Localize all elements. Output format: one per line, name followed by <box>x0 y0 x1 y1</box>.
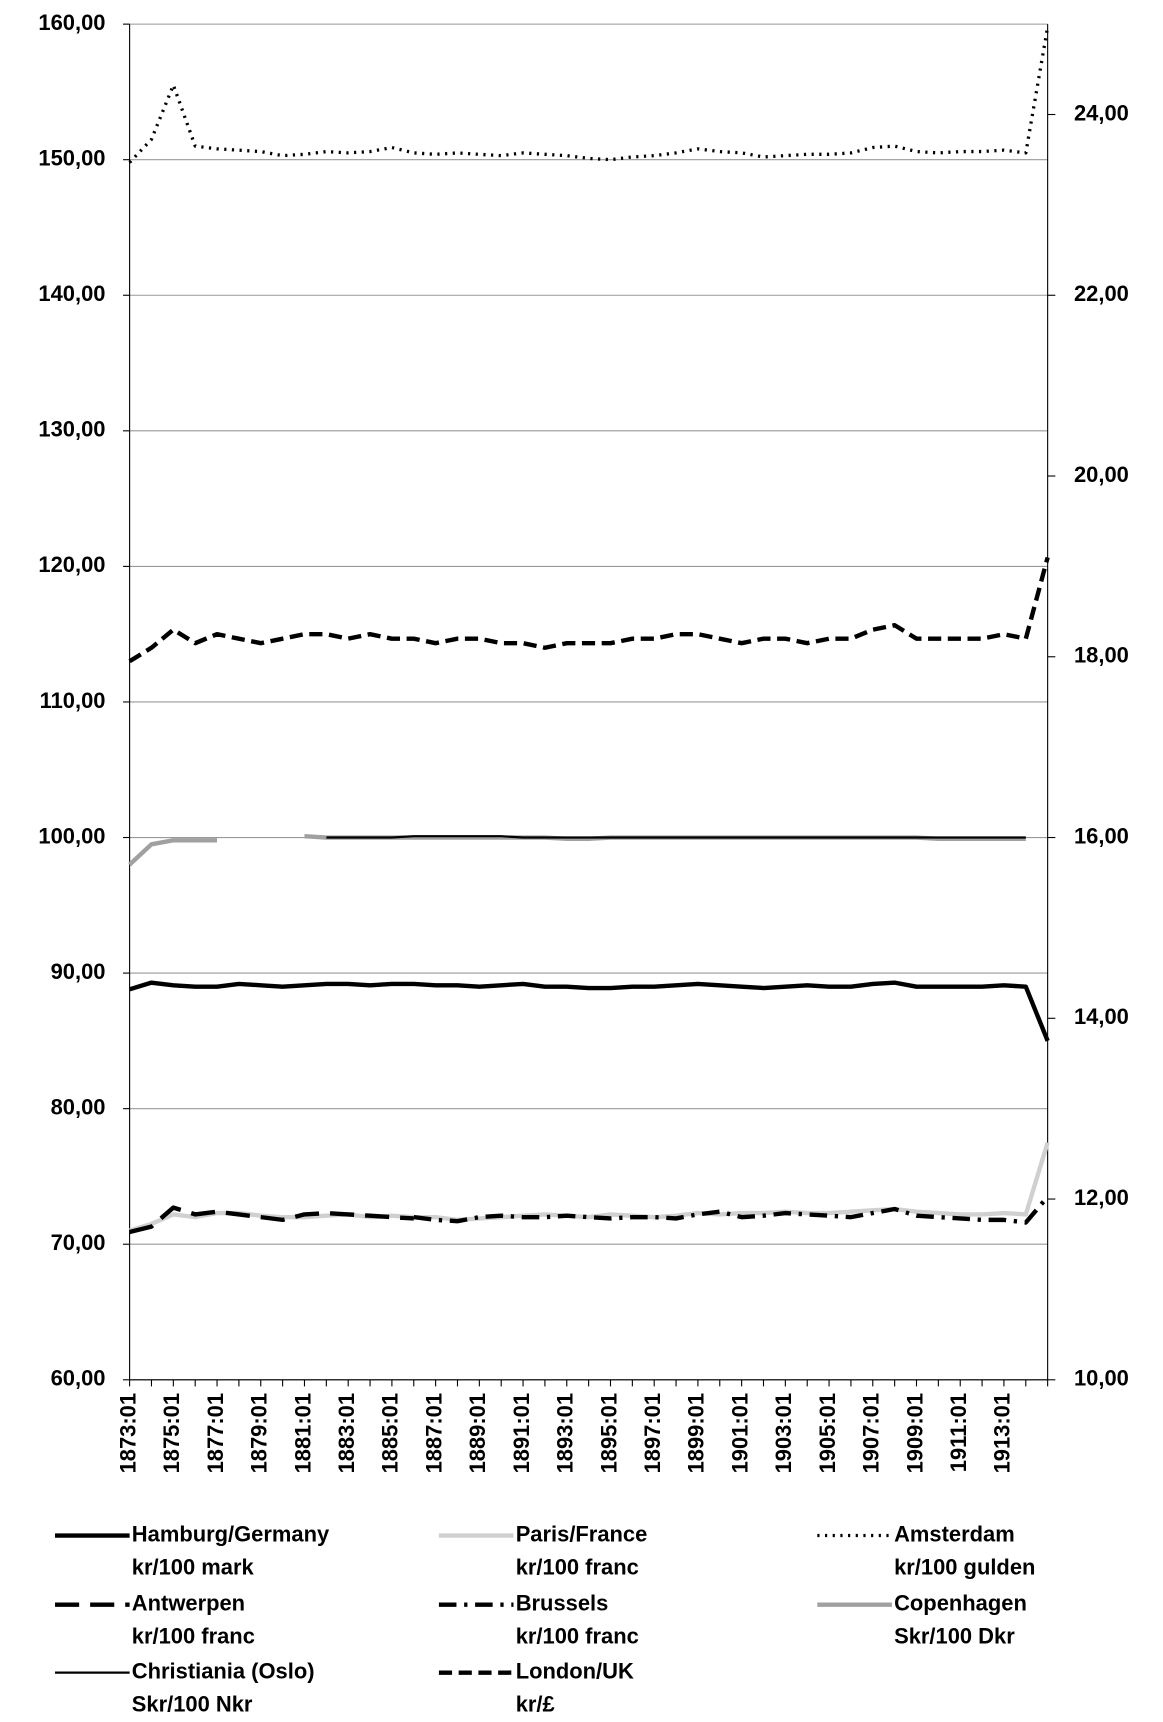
series-line <box>413 1195 1050 1225</box>
x-tick-label: 1913:01 <box>990 1393 1015 1473</box>
legend-label-line: Amsterdam <box>894 1521 1015 1546</box>
x-tick-label: 1889:01 <box>465 1393 490 1473</box>
x-tick-label: 1905:01 <box>815 1393 840 1473</box>
x-tick-label: 1909:01 <box>902 1393 927 1473</box>
legend-label-line: kr/100 franc <box>516 1554 639 1579</box>
y2-tick-label: 10,00 <box>1074 1366 1129 1391</box>
y2-tick-label: 22,00 <box>1074 281 1129 306</box>
legend-label: Brussels kr/100 franc <box>516 1590 639 1648</box>
y2-tick-label: 12,00 <box>1074 1185 1129 1210</box>
legend-label-line: Christiania (Oslo) <box>132 1658 315 1683</box>
series-line <box>128 834 1026 867</box>
legend-label-line: London/UK <box>516 1658 634 1683</box>
series-line <box>128 980 1050 1042</box>
legend-label: Antwerpen kr/100 franc <box>132 1590 255 1648</box>
y-tick-label: 80,00 <box>51 1094 106 1119</box>
y2-tick-label: 18,00 <box>1074 643 1129 668</box>
legend-label-line: Antwerpen <box>132 1590 245 1615</box>
legend-label-line: kr/100 mark <box>132 1554 255 1579</box>
x-tick-label: 1895:01 <box>596 1393 621 1473</box>
y-tick-label: 70,00 <box>51 1230 106 1255</box>
x-tick-label: 1899:01 <box>684 1393 709 1473</box>
x-tick-label: 1877:01 <box>203 1393 228 1473</box>
legend-label: Christiania (Oslo) Skr/100 Nkr <box>132 1658 315 1716</box>
y-tick-label: 140,00 <box>38 281 105 306</box>
series-line <box>128 26 1050 164</box>
x-tick-label: 1901:01 <box>727 1393 752 1473</box>
x-tick-label: 1891:01 <box>509 1393 534 1473</box>
x-tick-label: 1883:01 <box>334 1393 359 1473</box>
x-tick-label: 1887:01 <box>421 1393 446 1473</box>
x-tick-label: 1881:01 <box>290 1393 315 1473</box>
y-tick-label: 130,00 <box>38 417 105 442</box>
y-tick-label: 110,00 <box>40 688 106 713</box>
legend-label: Hamburg/Germany kr/100 mark <box>132 1521 330 1579</box>
x-tick-label: 1903:01 <box>771 1393 796 1473</box>
legend-label: Copenhagen Skr/100 Dkr <box>894 1590 1027 1648</box>
x-tick-label: 1897:01 <box>640 1393 665 1473</box>
x-tick-label: 1907:01 <box>859 1393 884 1473</box>
y2-tick-label: 24,00 <box>1074 100 1129 125</box>
legend-label: Paris/France kr/100 franc <box>516 1521 648 1579</box>
series-line <box>128 556 1050 664</box>
series-line <box>129 1205 414 1235</box>
legend-label-line: Paris/France <box>516 1521 648 1546</box>
legend-label: Amsterdam kr/100 gulden <box>894 1521 1035 1579</box>
y2-tick-label: 14,00 <box>1074 1004 1129 1029</box>
legend-label-line: kr/£ <box>516 1691 555 1716</box>
legend-label-line: kr/100 franc <box>132 1623 255 1648</box>
legend-label-line: Skr/100 Dkr <box>894 1623 1015 1648</box>
y2-tick-label: 20,00 <box>1074 462 1129 487</box>
x-tick-label: 1879:01 <box>247 1393 272 1473</box>
y-tick-label: 100,00 <box>38 823 105 848</box>
legend-label-line: Copenhagen <box>894 1590 1027 1615</box>
legend-label-line: kr/100 gulden <box>894 1554 1035 1579</box>
legend-label-line: Brussels <box>516 1590 609 1615</box>
y-tick-label: 90,00 <box>51 959 106 984</box>
series-line <box>326 835 1026 839</box>
y-tick-label: 150,00 <box>38 145 105 170</box>
y2-tick-label: 16,00 <box>1074 823 1129 848</box>
legend-label-line: Hamburg/Germany <box>132 1521 330 1546</box>
x-tick-label: 1911:01 <box>946 1393 971 1472</box>
y-tick-label: 60,00 <box>51 1366 106 1391</box>
y-tick-label: 160,00 <box>38 10 105 35</box>
legend-label-line: kr/100 franc <box>516 1623 639 1648</box>
y-tick-label: 120,00 <box>38 552 105 577</box>
legend-label-line: Skr/100 Nkr <box>132 1691 253 1716</box>
x-tick-label: 1885:01 <box>378 1393 403 1473</box>
x-tick-label: 1875:01 <box>159 1393 184 1473</box>
x-tick-label: 1893:01 <box>553 1393 578 1473</box>
x-tick-label: 1873:01 <box>115 1393 140 1473</box>
legend-label: London/UK kr/£ <box>516 1658 634 1716</box>
